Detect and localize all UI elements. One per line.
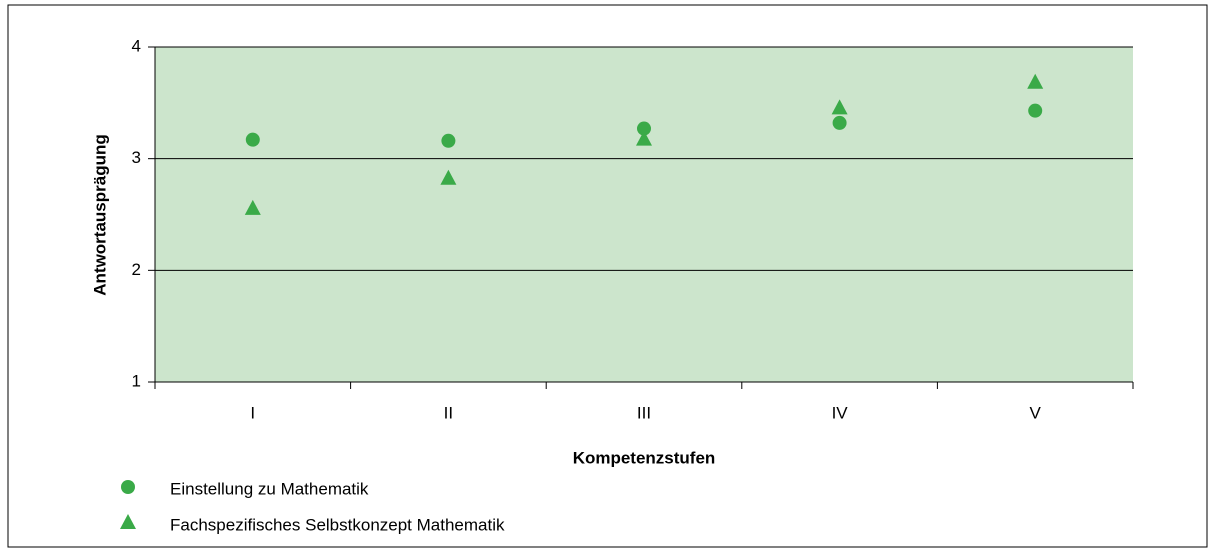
- y-tick-label: 3: [132, 148, 141, 167]
- triangle-marker: [636, 130, 652, 146]
- x-tick-label: II: [444, 403, 453, 422]
- x-tick-label: III: [637, 403, 651, 422]
- y-tick-label: 2: [132, 260, 141, 279]
- y-axis-label: Antwortausprägung: [90, 134, 109, 296]
- x-axis-label: Kompetenzstufen: [573, 448, 716, 467]
- triangle-marker: [244, 199, 261, 215]
- triangle-marker: [440, 169, 457, 185]
- y-tick-label: 4: [132, 36, 141, 55]
- circle-marker: [245, 132, 260, 147]
- plot-area: [155, 47, 1133, 382]
- legend-label: Einstellung zu Mathematik: [170, 479, 369, 498]
- x-tick-label: V: [1030, 403, 1042, 422]
- legend-label: Fachspezifisches Selbstkonzept Mathemati…: [170, 515, 505, 534]
- triangle-marker: [1027, 73, 1044, 89]
- circle-marker: [832, 115, 847, 130]
- legend-marker: [121, 480, 135, 494]
- y-tick-label: 1: [132, 371, 141, 390]
- x-tick-label: IV: [832, 403, 849, 422]
- legend-marker: [120, 514, 136, 529]
- circle-marker: [441, 133, 456, 148]
- x-tick-label: I: [250, 403, 255, 422]
- circle-marker: [637, 121, 651, 136]
- triangle-marker: [831, 99, 848, 115]
- circle-marker: [1028, 103, 1043, 118]
